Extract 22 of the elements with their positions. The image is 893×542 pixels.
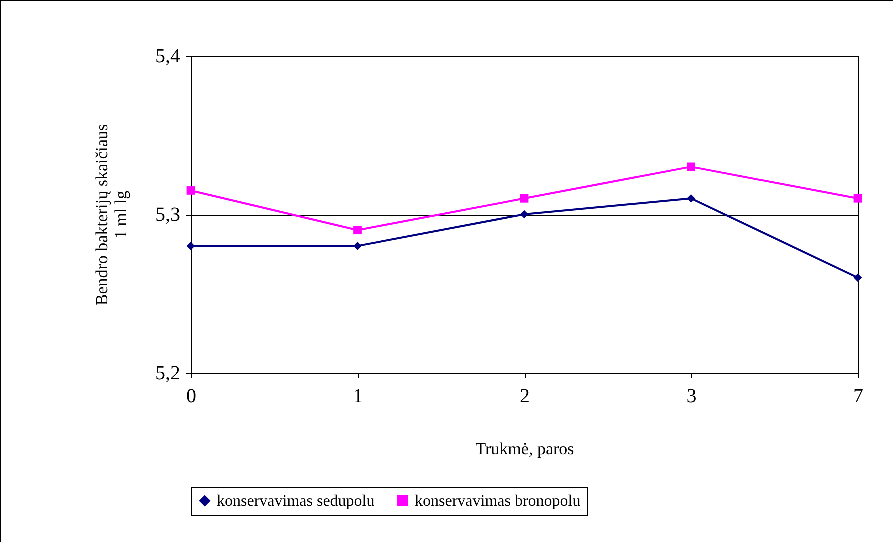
point [854,194,862,203]
point [186,242,196,250]
y-axis-title: Bendro bakterijų skaičiaus 1 ml lg [92,124,130,306]
legend-label: konservavimas sedupolu [217,493,375,510]
y-tick-label: 5,4 [156,46,180,68]
point [687,194,696,203]
point [186,186,196,195]
point [354,242,362,250]
point [354,226,362,235]
x-tick-label: 2 [520,386,530,408]
legend-label: konservavimas bronopolu [415,493,581,510]
y-tick-label: 5,3 [156,204,180,226]
point [854,274,862,282]
point [520,210,529,219]
x-tick-label: 3 [686,386,697,408]
point [687,162,696,172]
point [520,194,529,203]
x-tick-label: 1 [353,386,364,408]
x-axis-title: Trukmė, paros [476,440,574,458]
x-tick-label: 0 [186,386,196,408]
y-tick-label: 5,2 [156,362,180,384]
x-tick-label: 7 [854,386,864,408]
